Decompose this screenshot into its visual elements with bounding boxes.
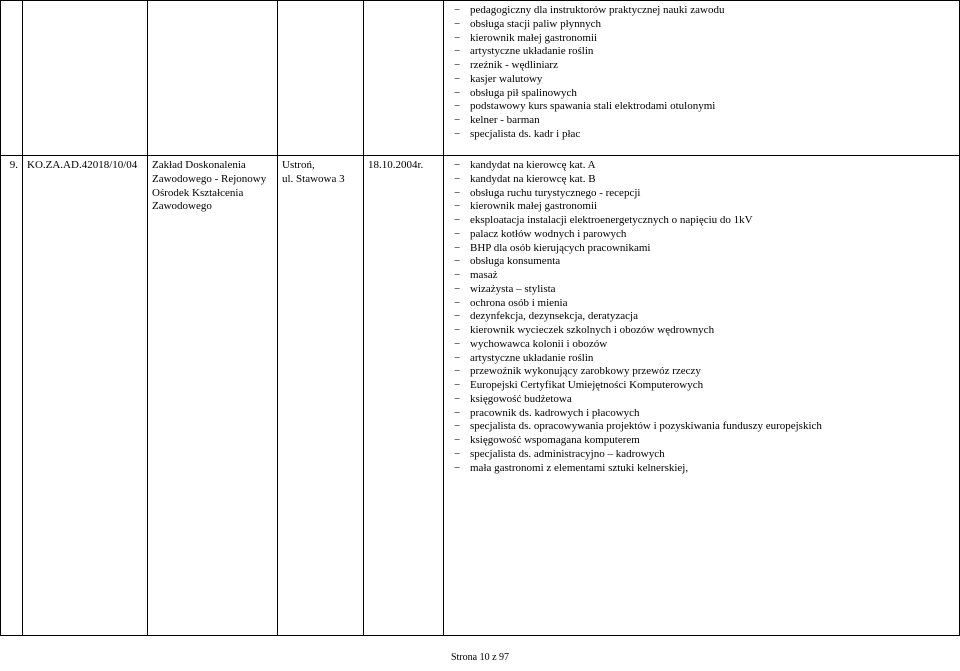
- row-items-cell: pedagogiczny dla instruktorów praktyczne…: [444, 1, 960, 156]
- row-organization: Zakład Doskonalenia Zawodowego - Rejonow…: [148, 156, 278, 636]
- table-row: pedagogiczny dla instruktorów praktyczne…: [1, 1, 960, 156]
- page-footer: Strona 10 z 97: [0, 652, 960, 663]
- list-item: specjalista ds. kadr i płac: [454, 128, 955, 142]
- list-item: kandydat na kierowcę kat. A: [454, 159, 955, 173]
- list-item: wizażysta – stylista: [454, 283, 955, 297]
- row-code: KO.ZA.AD.42018/10/04: [23, 156, 148, 636]
- list-item: dezynfekcja, dezynsekcja, deratyzacja: [454, 310, 955, 324]
- list-item: księgowość wspomagana komputerem: [454, 434, 955, 448]
- list-item: mała gastronomi z elementami sztuki keln…: [454, 462, 955, 476]
- list-item: eksploatacja instalacji elektroenergetyc…: [454, 214, 955, 228]
- table-row: 9.KO.ZA.AD.42018/10/04Zakład Doskonaleni…: [1, 156, 960, 636]
- row-date: 18.10.2004r.: [364, 156, 444, 636]
- row-number: [1, 1, 23, 156]
- list-item: obsługa stacji paliw płynnych: [454, 18, 955, 32]
- list-item: pracownik ds. kadrowych i płacowych: [454, 407, 955, 421]
- row-date: [364, 1, 444, 156]
- list-item: Europejski Certyfikat Umiejętności Kompu…: [454, 379, 955, 393]
- list-item: BHP dla osób kierujących pracownikami: [454, 242, 955, 256]
- list-item: kierownik małej gastronomii: [454, 200, 955, 214]
- list-item: artystyczne układanie roślin: [454, 352, 955, 366]
- list-item: kandydat na kierowcę kat. B: [454, 173, 955, 187]
- list-item: pedagogiczny dla instruktorów praktyczne…: [454, 4, 955, 18]
- list-item: specjalista ds. administracyjno – kadrow…: [454, 448, 955, 462]
- row-location: Ustroń,ul. Stawowa 3: [278, 156, 364, 636]
- items-list: pedagogiczny dla instruktorów praktyczne…: [448, 4, 955, 142]
- list-item: podstawowy kurs spawania stali elektroda…: [454, 100, 955, 114]
- list-item: obsługa ruchu turystycznego - recepcji: [454, 187, 955, 201]
- row-organization: [148, 1, 278, 156]
- list-item: masaż: [454, 269, 955, 283]
- list-item: kasjer walutowy: [454, 73, 955, 87]
- list-item: księgowość budżetowa: [454, 393, 955, 407]
- list-item: kelner - barman: [454, 114, 955, 128]
- list-item: obsługa konsumenta: [454, 255, 955, 269]
- list-item: ochrona osób i mienia: [454, 297, 955, 311]
- list-item: przewoźnik wykonujący zarobkowy przewóz …: [454, 365, 955, 379]
- items-list: kandydat na kierowcę kat. Akandydat na k…: [448, 159, 955, 475]
- list-item: specjalista ds. opracowywania projektów …: [454, 420, 955, 434]
- row-code: [23, 1, 148, 156]
- list-item: rzeźnik - wędliniarz: [454, 59, 955, 73]
- list-item: wychowawca kolonii i obozów: [454, 338, 955, 352]
- row-number: 9.: [1, 156, 23, 636]
- list-item: kierownik wycieczek szkolnych i obozów w…: [454, 324, 955, 338]
- row-items-cell: kandydat na kierowcę kat. Akandydat na k…: [444, 156, 960, 636]
- list-item: palacz kotłów wodnych i parowych: [454, 228, 955, 242]
- document-table: pedagogiczny dla instruktorów praktyczne…: [0, 0, 960, 636]
- list-item: artystyczne układanie roślin: [454, 45, 955, 59]
- list-item: kierownik małej gastronomii: [454, 32, 955, 46]
- row-location: [278, 1, 364, 156]
- list-item: obsługa pił spalinowych: [454, 87, 955, 101]
